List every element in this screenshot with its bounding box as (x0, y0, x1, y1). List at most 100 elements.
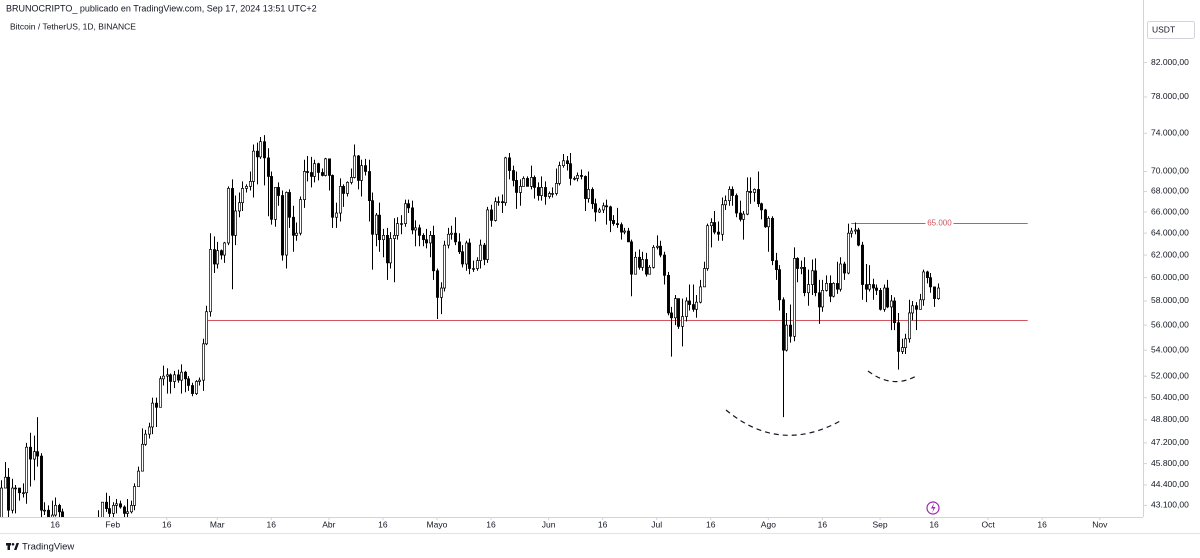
candle-body (587, 189, 590, 199)
x-tick-label: Mayo (427, 519, 448, 529)
y-tick-label: 60.000,00 (1151, 272, 1189, 282)
candle-body (522, 178, 525, 187)
y-tick-label: 50.400,00 (1151, 392, 1189, 402)
candle-body (151, 402, 154, 428)
candle-body (497, 201, 500, 203)
candle-body (328, 158, 331, 176)
candle-body (875, 287, 878, 291)
candle-body (623, 230, 626, 233)
candle-body (227, 188, 230, 244)
candle-body (782, 299, 785, 351)
candle-body (901, 347, 904, 352)
candle-body (594, 203, 597, 213)
candle-body (580, 175, 583, 177)
candle-body (558, 165, 561, 184)
candle-body (803, 267, 806, 294)
candle-body (245, 186, 248, 189)
candle-body (713, 222, 716, 233)
candle-body (198, 379, 201, 382)
candle-body (602, 205, 605, 211)
candle-body (764, 209, 767, 228)
candle-body (411, 207, 414, 231)
y-tick-label: 70.000,00 (1151, 166, 1189, 176)
y-tick-label: 43.100,00 (1151, 500, 1189, 510)
candle-body (375, 214, 378, 235)
candle-body (605, 205, 608, 208)
y-tick-label: 58.000,00 (1151, 295, 1189, 305)
candle-body (829, 283, 832, 297)
candle-body (33, 451, 36, 460)
candle-body (137, 470, 140, 487)
candle-body (353, 155, 356, 178)
candle-body (627, 230, 630, 243)
candle-body (476, 260, 479, 269)
currency-box (1147, 21, 1195, 39)
x-tick-label: 16 (267, 519, 277, 529)
candle-body (785, 324, 788, 351)
candle-body (663, 254, 666, 276)
candle-body (292, 216, 295, 236)
candle-body (47, 509, 50, 517)
candle-body (494, 201, 497, 221)
candle-body (414, 227, 417, 231)
candle-body (530, 177, 533, 187)
candle-body (407, 203, 410, 209)
candle-body (789, 324, 792, 337)
y-tick-label: 56.000,00 (1151, 319, 1189, 329)
candle-body (839, 263, 842, 290)
candle-body (108, 508, 111, 514)
candle-body (717, 231, 720, 235)
candle-body (472, 268, 475, 270)
candle-body (155, 402, 158, 408)
candle-body (43, 509, 46, 512)
candle-body (288, 192, 291, 218)
candle-body (515, 180, 518, 193)
candle-body (735, 195, 738, 214)
candle-body (29, 446, 32, 460)
candle-body (252, 150, 255, 182)
candle-body (184, 371, 187, 380)
candle-body (598, 209, 601, 213)
candle-body (807, 284, 810, 294)
candle-body (267, 157, 270, 177)
candle-body (760, 203, 763, 211)
candle-body (728, 189, 731, 201)
candle-body (883, 287, 886, 310)
candle-body (508, 157, 511, 171)
y-tick-label: 62.000,00 (1151, 249, 1189, 259)
candle-body (832, 283, 835, 297)
candle-body (173, 374, 176, 382)
candle-body (753, 189, 756, 193)
candle-body (681, 316, 684, 327)
candle-body (187, 378, 190, 386)
y-tick-label: 44.400,00 (1151, 479, 1189, 489)
candle-body (313, 163, 316, 177)
publisher-line: BRUNOCRIPTO_ publicado en TradingView.co… (6, 3, 317, 13)
candle-body (450, 232, 453, 235)
y-tick-label: 52.000,00 (1151, 370, 1189, 380)
y-tick-label: 64.000,00 (1151, 227, 1189, 237)
candle-body (850, 230, 853, 234)
candle-body (501, 201, 504, 204)
candle-body (61, 511, 64, 517)
candle-body (854, 229, 857, 232)
candle-body (130, 505, 133, 513)
x-tick-label: 16 (1037, 519, 1047, 529)
candle-body (7, 476, 10, 511)
plot-area: 65.000 (0, 135, 1028, 517)
candle-body (468, 242, 471, 269)
candle-body (551, 193, 554, 195)
candle-body (879, 290, 882, 310)
candle-body (483, 244, 486, 260)
x-tick-label: 16 (818, 519, 828, 529)
x-tick-label: Sep (872, 519, 887, 529)
y-tick-label: 47.200,00 (1151, 437, 1189, 447)
candle-body (656, 245, 659, 248)
currency-label: USDT (1152, 24, 1175, 34)
candle-body (454, 232, 457, 243)
candle-body (811, 270, 814, 285)
candle-body (670, 312, 673, 319)
candle-body (703, 268, 706, 288)
candle-body (350, 177, 353, 183)
candle-body (303, 171, 306, 200)
